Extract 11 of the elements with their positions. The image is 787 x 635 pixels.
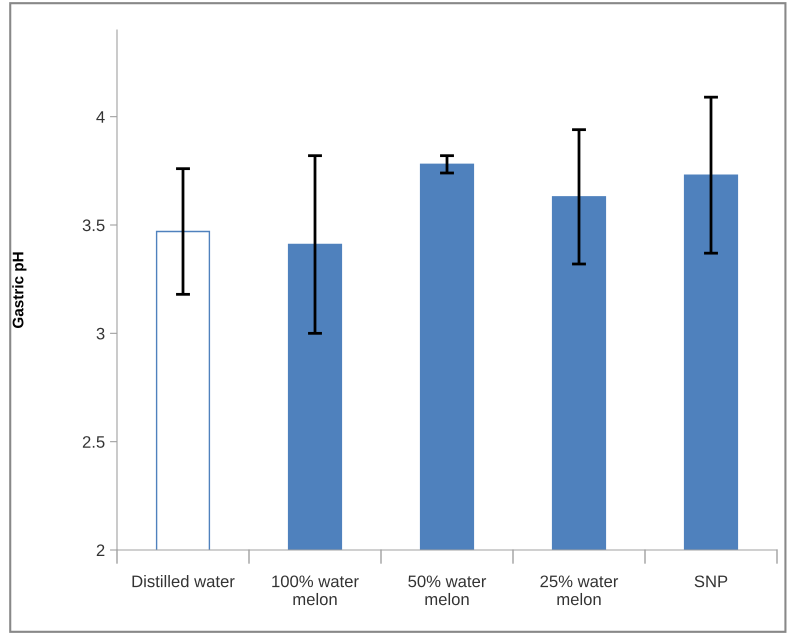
x-tick-label: 100% water melon: [272, 575, 359, 606]
y-tick-label: 3.5: [82, 219, 104, 232]
x-tick-label: 25% water melon: [540, 575, 618, 606]
y-axis-title: Gastric pH: [12, 252, 26, 328]
y-tick-label: 4: [96, 111, 105, 123]
x-tick-label: Distilled water: [132, 575, 235, 588]
y-tick-label: 3: [96, 328, 104, 340]
x-tick-label: SNP: [694, 575, 728, 588]
y-tick-label: 2: [96, 544, 104, 556]
x-tick-label: 50% water melon: [408, 575, 486, 606]
y-tick-label: 2.5: [82, 436, 104, 448]
